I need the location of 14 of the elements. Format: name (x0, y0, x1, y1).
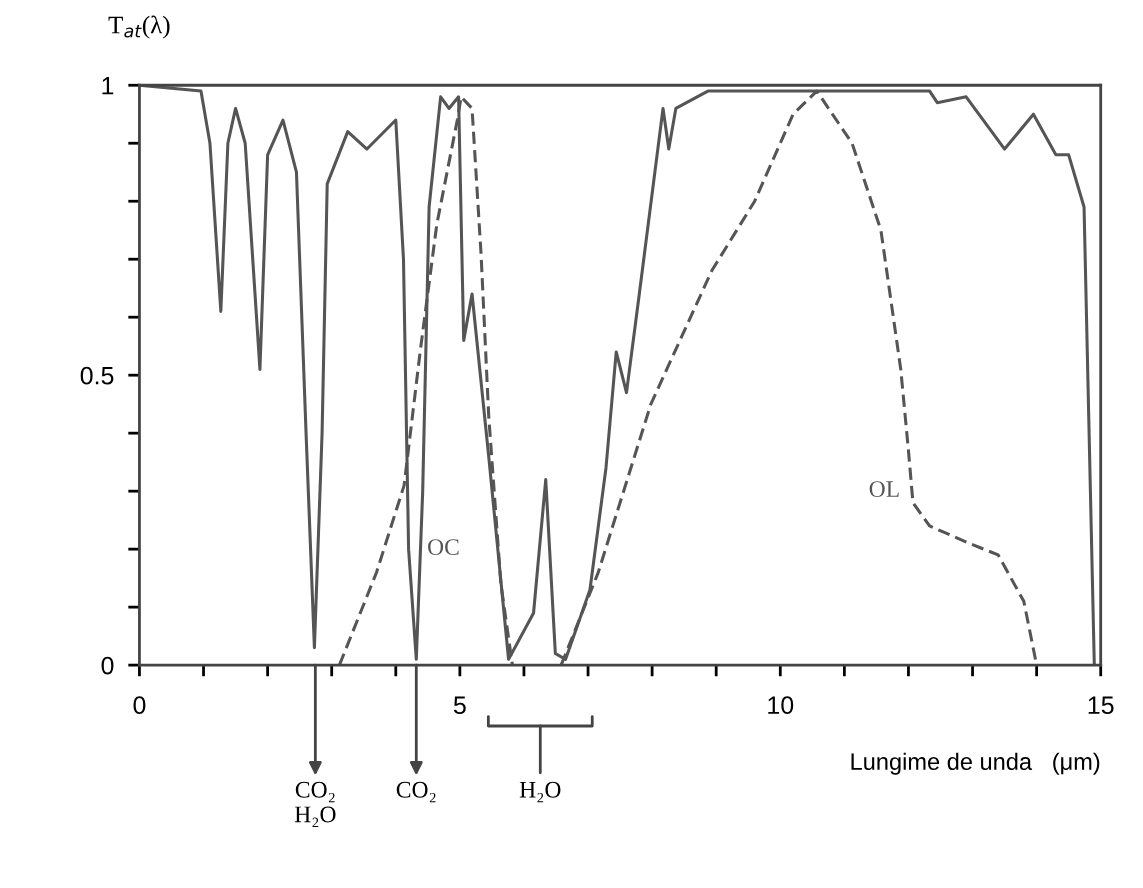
x-tick-label: 5 (453, 696, 466, 715)
y-tick-label: 0.5 (80, 366, 114, 385)
y-axis-title: T$_{at}$(λ) (108, 15, 170, 39)
x-tick-label: 0 (133, 696, 146, 715)
series-label: OC (428, 539, 459, 556)
y-tick-label: 0 (101, 656, 114, 675)
y-tick-label: 1 (102, 77, 114, 95)
series-label: OL (869, 481, 899, 498)
x-tick-label: 10 (768, 696, 794, 715)
text: H₂O (519, 781, 561, 803)
text: CO₂ (396, 781, 436, 803)
x-tick-label: 15 (1088, 696, 1114, 715)
text: CO₂ H₂O (294, 781, 336, 827)
x-axis-title: Lungime de unda (μm) (851, 752, 1100, 775)
